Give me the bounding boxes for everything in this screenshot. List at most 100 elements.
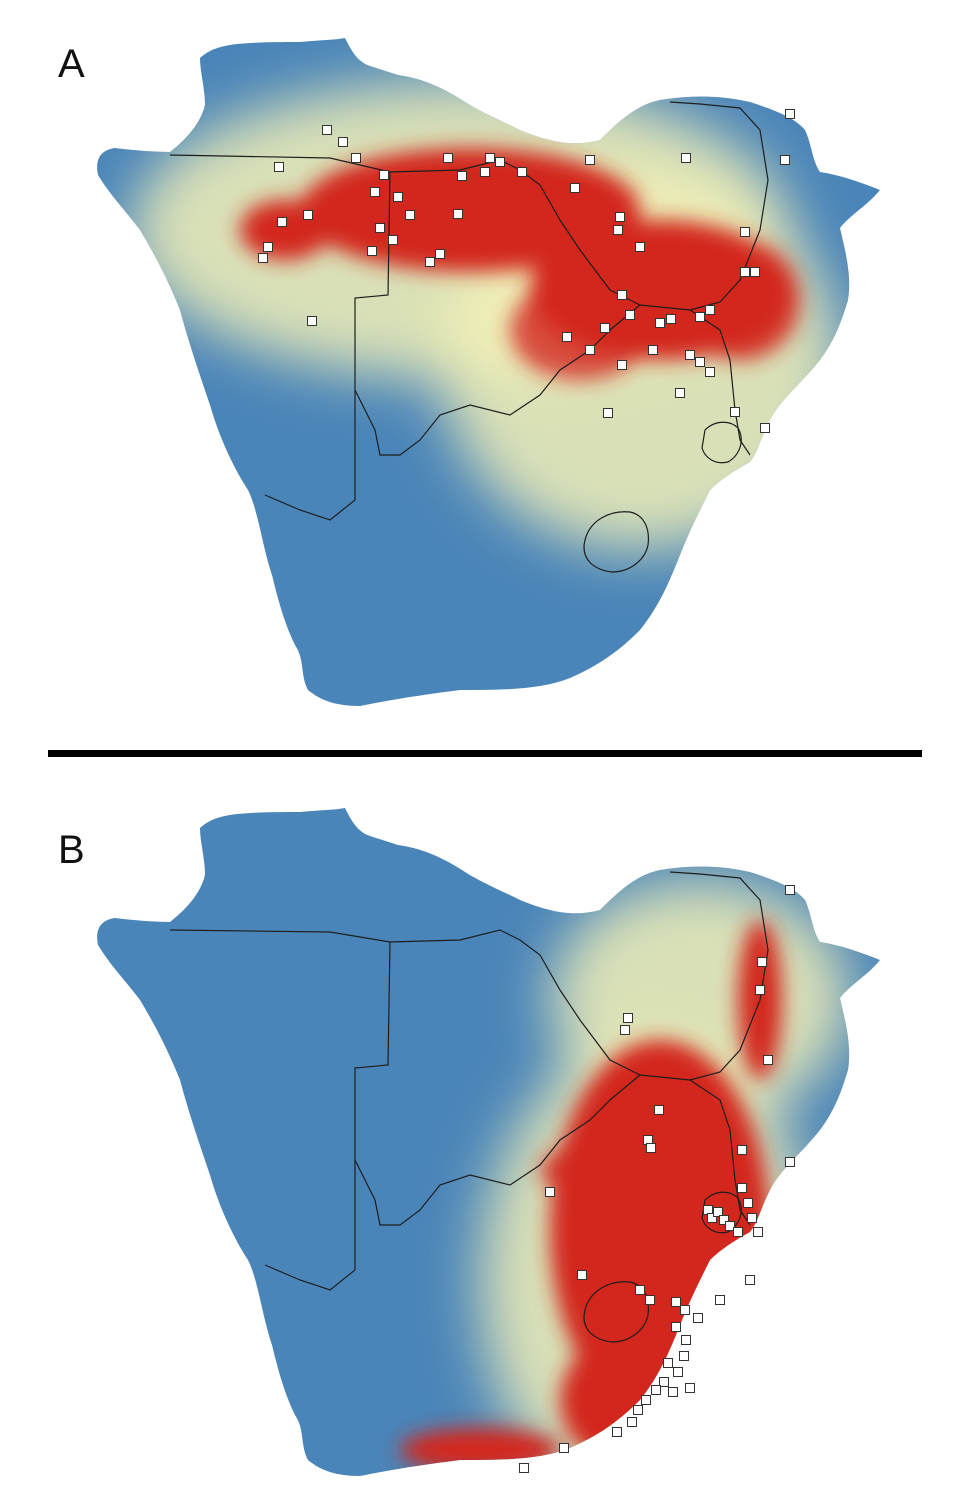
occurrence-marker <box>559 1443 569 1453</box>
occurrence-marker <box>740 227 750 237</box>
occurrence-marker <box>693 1313 703 1323</box>
panel-a: A <box>0 0 976 740</box>
occurrence-marker <box>750 267 760 277</box>
occurrence-marker <box>263 242 273 252</box>
occurrence-marker <box>695 312 705 322</box>
panel-divider <box>48 750 922 757</box>
suitability-map-a <box>97 38 880 706</box>
occurrence-marker <box>780 155 790 165</box>
occurrence-marker <box>668 1387 678 1397</box>
occurrence-marker <box>545 1187 555 1197</box>
occurrence-marker <box>740 267 750 277</box>
occurrence-marker <box>519 1463 529 1473</box>
occurrence-marker <box>685 350 695 360</box>
occurrence-marker <box>659 1377 669 1387</box>
occurrence-marker <box>375 223 385 233</box>
occurrence-marker <box>517 167 527 177</box>
map-b-background <box>97 808 880 1476</box>
occurrence-marker <box>671 1322 681 1332</box>
map-b-country-borders <box>169 871 769 1343</box>
occurrence-marker <box>613 225 623 235</box>
occurrence-marker <box>680 1305 690 1315</box>
occurrence-marker <box>405 210 415 220</box>
occurrence-marker <box>635 1285 645 1295</box>
occurrence-marker <box>673 1367 683 1377</box>
occurrence-marker <box>745 1275 755 1285</box>
high-suitability-zone <box>400 1428 560 1472</box>
occurrence-marker <box>623 1013 633 1023</box>
occurrence-marker <box>675 388 685 398</box>
occurrence-marker <box>600 323 610 333</box>
occurrence-marker <box>695 357 705 367</box>
occurrence-marker <box>615 212 625 222</box>
occurrence-marker <box>627 1417 637 1427</box>
occurrence-marker <box>393 192 403 202</box>
occurrence-marker <box>625 310 635 320</box>
occurrence-marker <box>338 137 348 147</box>
occurrence-marker <box>730 407 740 417</box>
occurrence-marker <box>654 1105 664 1115</box>
occurrence-marker <box>655 318 665 328</box>
panel-label-b: B <box>58 828 85 872</box>
high-suitability-zone <box>680 240 800 360</box>
occurrence-marker <box>577 1270 587 1280</box>
occurrence-marker <box>725 1221 735 1231</box>
occurrence-marker <box>753 1227 763 1237</box>
occurrence-marker <box>685 1383 695 1393</box>
high-suitability-zone <box>560 1330 720 1470</box>
occurrence-marker <box>457 171 467 181</box>
high-suitability-zone <box>240 200 330 260</box>
occurrence-marker <box>645 1295 655 1305</box>
occurrence-marker <box>351 153 361 163</box>
occurrence-marker <box>635 242 645 252</box>
occurrence-marker <box>679 1351 689 1361</box>
occurrence-marker <box>785 109 795 119</box>
panel-b: B <box>0 770 976 1504</box>
occurrence-marker <box>435 249 445 259</box>
occurrence-marker <box>617 290 627 300</box>
occurrence-marker <box>713 1207 723 1217</box>
occurrence-marker <box>322 125 332 135</box>
occurrence-marker <box>274 162 284 172</box>
occurrence-marker <box>757 957 767 967</box>
occurrence-marker <box>755 985 765 995</box>
occurrence-marker <box>651 1385 661 1395</box>
occurrence-marker <box>705 367 715 377</box>
occurrence-marker <box>585 155 595 165</box>
occurrence-marker <box>617 360 627 370</box>
occurrence-marker <box>671 1297 681 1307</box>
occurrence-marker <box>277 217 287 227</box>
occurrence-marker <box>666 314 676 324</box>
occurrence-marker <box>633 1405 643 1415</box>
occurrence-marker <box>388 235 398 245</box>
occurrence-marker <box>760 423 770 433</box>
occurrence-marker <box>785 1157 795 1167</box>
occurrence-marker <box>303 210 313 220</box>
occurrence-marker <box>367 246 377 256</box>
occurrence-marker <box>681 1335 691 1345</box>
high-suitability-zone <box>510 280 650 380</box>
occurrence-marker <box>646 1143 656 1153</box>
occurrence-marker <box>453 209 463 219</box>
occurrence-marker <box>743 1198 753 1208</box>
occurrence-marker <box>425 257 435 267</box>
occurrence-marker <box>737 1145 747 1155</box>
occurrence-marker <box>747 1213 757 1223</box>
map-b-occurrence-markers <box>519 885 795 1473</box>
occurrence-marker <box>663 1358 673 1368</box>
occurrence-marker <box>763 1055 773 1065</box>
occurrence-marker <box>648 345 658 355</box>
map-a-occurrence-markers <box>258 109 795 433</box>
suitability-map-b <box>97 808 880 1476</box>
occurrence-marker <box>785 885 795 895</box>
occurrence-marker <box>737 1183 747 1193</box>
occurrence-marker <box>715 1295 725 1305</box>
occurrence-marker <box>370 187 380 197</box>
occurrence-marker <box>443 153 453 163</box>
occurrence-marker <box>733 1227 743 1237</box>
occurrence-marker <box>307 316 317 326</box>
occurrence-marker <box>705 305 715 315</box>
occurrence-marker <box>570 183 580 193</box>
occurrence-marker <box>562 332 572 342</box>
